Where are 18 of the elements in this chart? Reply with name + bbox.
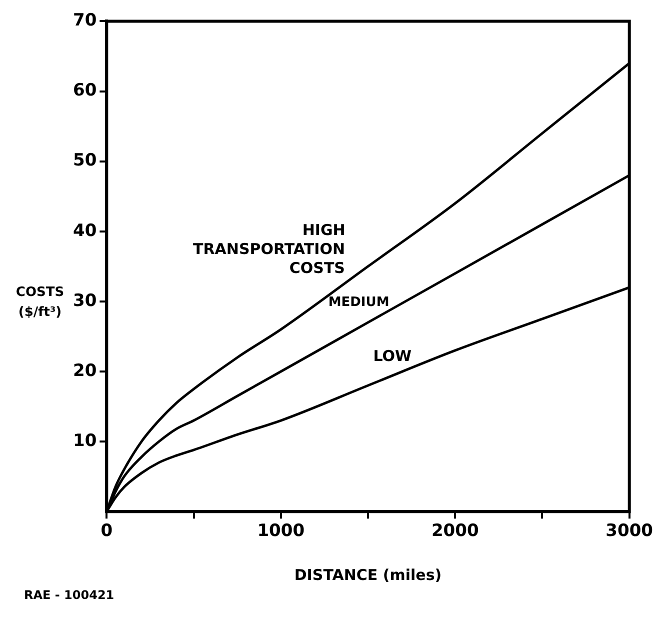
series-label: MEDIUM	[328, 295, 390, 310]
y-axis-title: COSTS ($/ft³)	[14, 284, 66, 322]
x-tick-label: 3000	[606, 521, 654, 542]
x-tick-label: 1000	[257, 521, 305, 542]
y-tick-label: 30	[72, 290, 97, 311]
y-tick-label: 50	[72, 150, 97, 171]
y-tick-label: 40	[72, 220, 97, 241]
x-tick-label: 2000	[431, 521, 479, 542]
series-label: LOW	[373, 346, 412, 365]
y-tick-label: 20	[72, 360, 97, 381]
y-tick-label: 60	[72, 80, 97, 101]
annotation: TRANSPORTATION COSTS	[192, 240, 345, 278]
text: HIGH	[302, 220, 346, 239]
text: RAE - 100421	[24, 588, 114, 602]
x-axis-title: DISTANCE (miles)	[294, 566, 442, 584]
y-tick-label: 70	[72, 10, 97, 31]
y-tick-label: 10	[72, 430, 97, 451]
x-tick-label: 0	[100, 521, 113, 542]
